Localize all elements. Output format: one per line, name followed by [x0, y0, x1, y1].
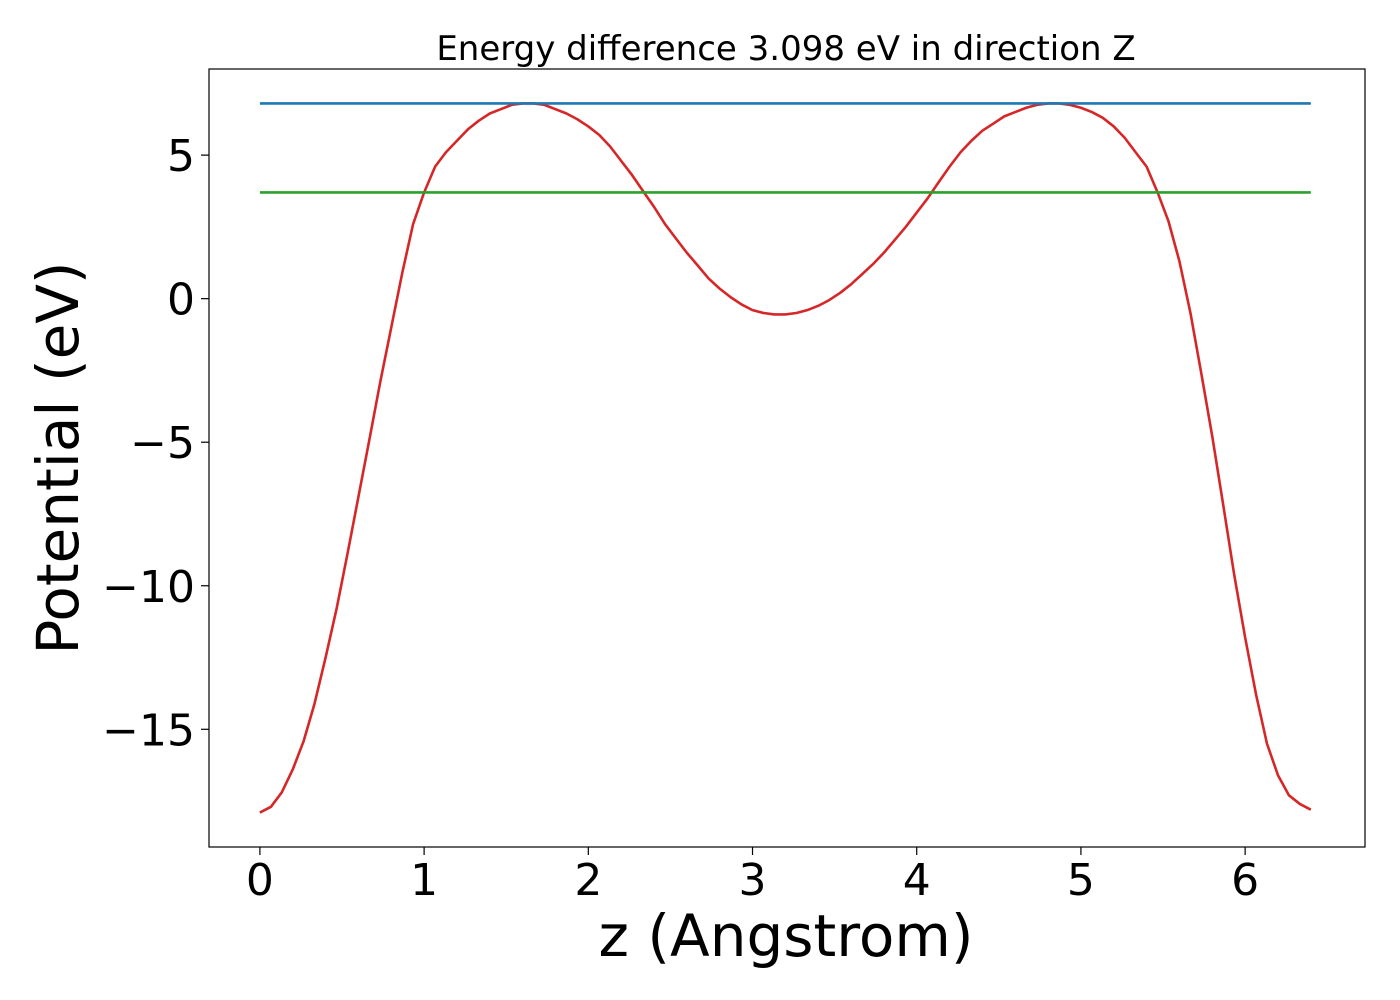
plot-area	[209, 69, 1365, 847]
y-axis-ticks: 5 0 −5 −10 −15	[102, 131, 209, 756]
plot-frame	[208, 68, 1366, 848]
y-tick-label: −15	[102, 705, 195, 756]
x-axis-ticks: 0 1 2 3 4 5 6	[246, 847, 1259, 906]
x-tick-label: 5	[1067, 855, 1095, 906]
x-axis-label: z (Angstrom)	[599, 902, 974, 970]
series-line-0	[259, 102, 1312, 814]
y-tick-label: −10	[102, 562, 195, 613]
x-tick-label: 4	[903, 855, 931, 906]
x-tick-label: 3	[739, 855, 767, 906]
y-tick-label: 5	[167, 131, 195, 182]
y-tick-label: −5	[130, 418, 195, 469]
series-group	[259, 102, 1312, 814]
x-tick-label: 6	[1231, 855, 1259, 906]
y-axis-label: Potential (eV)	[24, 261, 92, 654]
chart-title: Energy difference 3.098 eV in direction …	[436, 29, 1135, 69]
x-tick-label: 2	[574, 855, 602, 906]
x-tick-label: 0	[246, 855, 274, 906]
y-tick-label: 0	[167, 275, 195, 326]
x-tick-label: 1	[410, 855, 438, 906]
